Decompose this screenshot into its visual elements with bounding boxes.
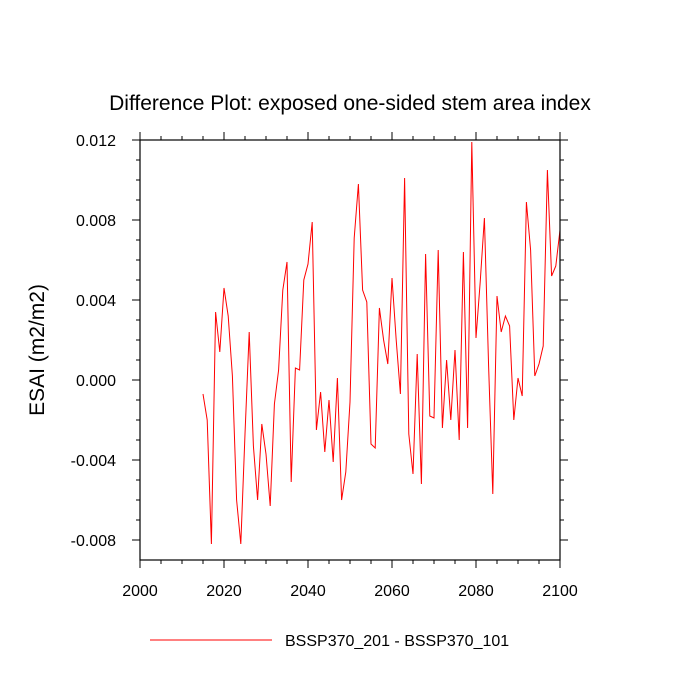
x-tick-labels: 2000 2020 2040 2060 2080 2100 <box>122 583 578 600</box>
major-ticks <box>132 132 568 568</box>
y-axis-label: ESAI (m2/m2) <box>26 284 49 416</box>
y-tick-label: 0.000 <box>76 373 116 390</box>
y-tick-label: -0.008 <box>71 533 116 550</box>
plot-frame <box>139 139 561 561</box>
x-tick-label: 2060 <box>374 583 410 600</box>
legend-label: BSSP370_201 - BSSP370_101 <box>285 633 509 650</box>
series-line <box>202 141 561 545</box>
y-tick-label: -0.004 <box>71 453 116 470</box>
x-tick-label: 2020 <box>206 583 242 600</box>
legend: BSSP370_201 - BSSP370_101 <box>150 633 509 650</box>
y-tick-labels: -0.008 -0.004 0.000 0.004 0.008 0.012 <box>71 133 116 550</box>
minor-ticks <box>136 136 564 564</box>
y-tick-label: 0.012 <box>76 133 116 150</box>
x-tick-label: 2000 <box>122 583 158 600</box>
x-tick-label: 2080 <box>458 583 494 600</box>
y-tick-label: 0.004 <box>76 293 116 310</box>
x-tick-label: 2040 <box>290 583 326 600</box>
y-tick-label: 0.008 <box>76 213 116 230</box>
chart-title: Difference Plot: exposed one-sided stem … <box>109 92 591 115</box>
x-tick-label: 2100 <box>542 583 578 600</box>
